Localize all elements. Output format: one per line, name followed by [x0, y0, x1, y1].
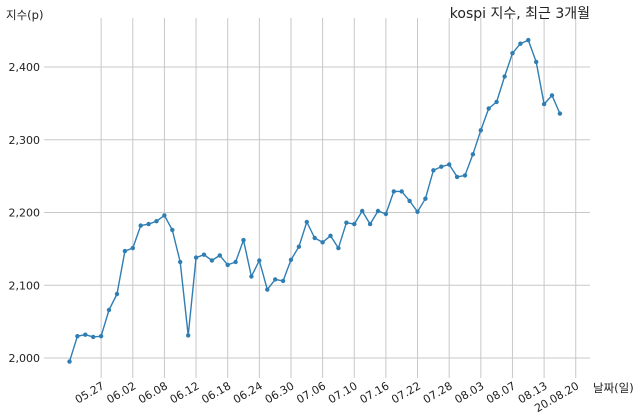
data-point	[486, 106, 491, 111]
data-point	[209, 258, 215, 263]
data-point	[138, 223, 143, 228]
data-point	[557, 111, 563, 116]
data-point	[130, 245, 135, 251]
data-point	[375, 208, 381, 214]
x-tick-label: 06.30	[263, 379, 297, 406]
x-tick-label: 07.22	[389, 379, 423, 406]
data-point	[494, 99, 499, 105]
data-point	[415, 209, 420, 214]
data-point	[518, 41, 523, 46]
data-point	[336, 245, 341, 251]
data-point	[122, 248, 128, 254]
data-point	[280, 278, 286, 284]
data-point	[541, 101, 547, 107]
data-point	[360, 208, 365, 214]
data-point	[352, 221, 357, 227]
x-tick-label: 06.08	[136, 379, 170, 406]
data-point	[288, 257, 294, 262]
series-line	[68, 39, 561, 362]
data-point	[225, 262, 230, 268]
data-point	[304, 219, 309, 225]
data-point	[320, 240, 325, 245]
data-point	[106, 307, 112, 313]
data-point	[91, 334, 96, 340]
data-point	[98, 334, 104, 339]
chart-title: kospi 지수, 최근 3개월	[450, 6, 590, 22]
data-point	[178, 259, 183, 265]
data-point	[344, 220, 349, 225]
series-kospi	[67, 37, 563, 364]
data-point	[549, 93, 555, 98]
x-tick-label: 05.27	[73, 379, 107, 406]
data-point	[257, 258, 262, 263]
x-tick-label: 08.03	[453, 379, 487, 406]
data-point	[241, 237, 246, 243]
data-point	[470, 152, 476, 157]
data-point	[114, 291, 120, 297]
data-point	[407, 198, 412, 204]
x-axis-label: 날짜(일)	[593, 381, 634, 395]
tick-labels: 2,000 2,100 2,200 2,300 2,400 05.2706.0206.08…	[9, 61, 582, 415]
data-point	[83, 332, 88, 337]
y-axis-label: 지수(p)	[6, 8, 43, 22]
data-point	[502, 74, 507, 79]
x-tick-label: 08.07	[484, 379, 518, 406]
data-point	[312, 235, 317, 241]
data-point	[534, 59, 539, 65]
data-point	[296, 244, 302, 249]
data-point	[439, 164, 444, 169]
data-point	[162, 213, 167, 218]
x-tick-label: 06.24	[231, 379, 265, 406]
data-point	[273, 277, 278, 282]
x-tick-label: 07.06	[294, 379, 328, 406]
y-tick-label: 2,300	[9, 134, 41, 147]
data-point	[146, 221, 151, 227]
data-point	[170, 227, 175, 233]
data-point	[201, 252, 207, 257]
y-tick-label: 2,100	[9, 279, 41, 292]
data-point	[431, 168, 436, 173]
data-point	[454, 174, 460, 180]
x-tick-label: 06.18	[199, 379, 233, 406]
data-point	[186, 333, 191, 338]
y-tick-label: 2,400	[9, 61, 41, 74]
grid	[44, 18, 590, 378]
data-point	[526, 37, 531, 43]
x-tick-label: 07.28	[421, 379, 455, 406]
data-point	[423, 196, 428, 201]
data-point	[367, 221, 373, 227]
data-point	[383, 211, 389, 217]
y-tick-label: 2,200	[9, 207, 41, 220]
x-tick-label: 06.02	[105, 379, 139, 406]
data-point	[328, 233, 333, 238]
data-point	[154, 219, 159, 224]
data-point	[391, 189, 396, 194]
data-point	[462, 173, 468, 178]
x-tick-label: 07.16	[358, 379, 392, 406]
y-tick-label: 2,000	[9, 352, 41, 365]
x-tick-label: 07.10	[326, 379, 360, 406]
data-point	[75, 334, 80, 339]
x-tick-label: 06.12	[168, 379, 202, 406]
data-point	[478, 128, 483, 133]
data-point	[265, 287, 270, 292]
data-point	[193, 255, 199, 260]
data-point	[399, 189, 404, 194]
data-point	[233, 259, 238, 265]
data-point	[217, 253, 222, 258]
data-point	[447, 162, 452, 167]
data-point	[510, 51, 515, 56]
data-point	[67, 359, 72, 364]
data-point	[249, 274, 254, 279]
